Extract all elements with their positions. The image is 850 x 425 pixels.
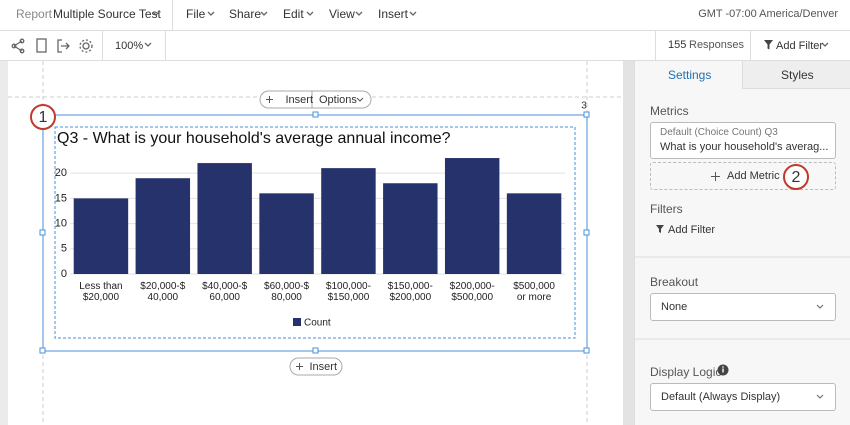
insert-button[interactable]: Insert: [285, 94, 313, 106]
menu[interactable]: Edit: [283, 7, 304, 21]
tab[interactable]: Styles: [781, 68, 814, 82]
bar: [506, 193, 562, 274]
bar: [135, 178, 191, 274]
display-logic-select[interactable]: Default (Always Display): [650, 383, 836, 411]
divider: [655, 30, 656, 61]
menu[interactable]: Share: [229, 7, 262, 21]
sidebar: [634, 61, 850, 425]
divider: [165, 30, 166, 61]
report-name[interactable]: Multiple Source Test: [53, 7, 161, 21]
x-tick-label: Less than $20,000: [79, 281, 123, 303]
section-label: Filters: [650, 202, 683, 216]
report-label: Report: [16, 7, 53, 21]
responses-count: 155: [668, 39, 687, 51]
bar: [259, 193, 314, 274]
divider: [172, 0, 173, 30]
metric-line: What is your household's averag...: [660, 141, 829, 153]
x-tick-label: $100,000- $150,000: [325, 281, 371, 303]
section-label: Metrics: [650, 104, 689, 118]
metric-line: Default (Choice Count) Q3: [660, 127, 778, 138]
section-label: Breakout: [650, 275, 699, 289]
bar: [197, 163, 252, 274]
chart: Insert Options Insert 3 1 Q3 - What is y…: [8, 61, 623, 425]
menu[interactable]: View: [329, 7, 355, 21]
divider: [750, 30, 751, 61]
scroll-gutter: [623, 61, 634, 425]
x-tick-label: $60,000-$ 80,000: [264, 281, 310, 303]
page-number: 3: [581, 101, 587, 112]
x-tick-label: $200,000- $500,000: [449, 281, 495, 303]
y-tick-label: 0: [61, 268, 67, 280]
toolbar-icons: [0, 11, 850, 61]
bar: [73, 198, 129, 274]
x-tick-label: $20,000-$ 40,000: [140, 281, 186, 303]
zoom[interactable]: 100%: [115, 40, 144, 52]
top-bar: [0, 0, 850, 31]
y-tick-label: 10: [55, 217, 67, 229]
legend-label: Count: [304, 318, 331, 329]
menu[interactable]: File: [186, 7, 206, 21]
bar: [383, 183, 438, 274]
insert-button[interactable]: Insert: [309, 361, 337, 373]
legend-swatch: [293, 318, 301, 326]
section-label: Display Logic: [650, 365, 722, 379]
bar: [321, 168, 376, 274]
x-tick-label: $40,000-$ 60,000: [202, 281, 248, 303]
add-filter[interactable]: Add Filter: [776, 40, 824, 52]
metric-box[interactable]: [650, 122, 836, 159]
y-tick-label: 15: [55, 192, 67, 204]
callout: 1: [39, 109, 48, 126]
y-tick-label: 5: [61, 243, 67, 255]
x-tick-label: $150,000- $200,000: [387, 281, 433, 303]
y-tick-label: 20: [55, 167, 67, 179]
x-tick-label: $500,000 or more: [513, 281, 555, 303]
options-button[interactable]: Options: [319, 94, 357, 106]
sidebar-icons: 2: [634, 164, 850, 399]
responses-label: Responses: [689, 39, 745, 51]
callout: 2: [792, 169, 801, 186]
add-filter[interactable]: Add Filter: [668, 224, 716, 236]
breakout-select[interactable]: None: [650, 293, 836, 321]
menu[interactable]: Insert: [378, 7, 409, 21]
divider: [102, 30, 103, 61]
chart-title: Q3 - What is your household's average an…: [57, 130, 451, 147]
timezone: GMT -07:00 America/Denver: [698, 8, 838, 20]
tab-bg: [742, 61, 850, 89]
bar: [444, 158, 500, 274]
add-metric[interactable]: Add Metric: [727, 170, 780, 182]
tab-active[interactable]: Settings: [668, 68, 712, 82]
